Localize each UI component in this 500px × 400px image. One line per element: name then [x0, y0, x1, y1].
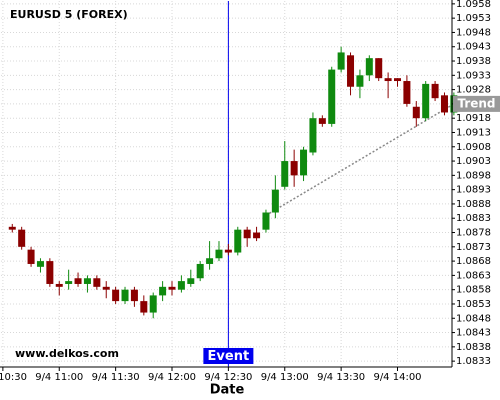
candle-body — [224, 249, 232, 253]
candle-body — [431, 83, 439, 99]
candle-body — [140, 301, 148, 313]
y-tick-label: 1.0888 — [456, 199, 491, 210]
y-tick-label: 1.0853 — [456, 299, 491, 310]
watermark: www.delkos.com — [15, 347, 119, 360]
y-tick-label: 1.0898 — [456, 170, 491, 181]
candle-body — [318, 118, 326, 124]
candle-body — [149, 295, 157, 313]
candle-body — [187, 278, 195, 284]
candle-body — [300, 149, 308, 176]
plot-area: Event — [8, 1, 458, 367]
candle-body — [27, 249, 35, 264]
candle-body — [403, 81, 411, 104]
candle-body — [215, 249, 223, 259]
x-tick-label: 9/4 12:30 — [204, 372, 252, 383]
y-tick-label: 1.0863 — [456, 270, 491, 281]
x-axis-title: Date — [210, 383, 245, 398]
y-tick-label: 1.0918 — [456, 113, 491, 124]
x-tick-label: 9/4 10:30 — [0, 372, 27, 383]
x-tick-label: 9/4 13:00 — [261, 372, 309, 383]
candle-body — [375, 58, 383, 79]
candle-body — [253, 232, 261, 239]
candle-body — [74, 278, 82, 284]
candle-body — [271, 189, 279, 213]
y-tick-label: 1.0943 — [456, 42, 491, 53]
x-tick-label: 9/4 11:30 — [92, 372, 140, 383]
candle-body — [206, 258, 214, 264]
x-tick-label: 9/4 12:00 — [148, 372, 196, 383]
trend-label-box — [453, 95, 500, 112]
candle-body — [177, 281, 185, 290]
y-tick-label: 1.0953 — [456, 13, 491, 24]
candle-body — [121, 289, 129, 302]
candle-body — [347, 55, 355, 87]
candle-body — [18, 229, 26, 247]
y-tick-label: 1.0933 — [456, 70, 491, 81]
y-tick-label: 1.0843 — [456, 328, 491, 339]
candle-body — [8, 226, 16, 230]
y-tick-label: 1.0928 — [456, 85, 491, 96]
candle-body — [243, 229, 251, 239]
candle-body — [65, 281, 73, 284]
y-tick-label: 1.0873 — [456, 242, 491, 253]
y-tick-label: 1.0893 — [456, 185, 491, 196]
y-tick-label: 1.0848 — [456, 313, 491, 324]
trend-label: Trend — [457, 96, 495, 110]
candle-body — [112, 289, 120, 302]
y-tick-label: 1.0868 — [456, 256, 491, 267]
candle-body — [102, 286, 110, 290]
event-label-box — [203, 348, 254, 364]
axes: 1.0833 1.0838 1.0843 1.0848 1.0853 1.0858 1.08… — [0, 0, 500, 383]
y-tick-label: 1.0883 — [456, 213, 491, 224]
y-tick-label: 1.0913 — [456, 127, 491, 138]
y-tick-label: 1.0938 — [456, 56, 491, 67]
candle-body — [234, 229, 242, 253]
candle-body — [328, 69, 336, 124]
candle-body — [93, 278, 101, 287]
x-tick-label: 9/4 11:00 — [35, 372, 83, 383]
candle-body — [46, 261, 54, 284]
candle-body — [337, 52, 345, 70]
y-tick-label: 1.0838 — [456, 342, 491, 353]
trend-line — [265, 103, 455, 217]
chart-title: EURUSD 5 (FOREX) — [10, 8, 128, 21]
candle-body — [290, 161, 298, 176]
candle-body — [262, 212, 270, 230]
candle-body — [281, 161, 289, 187]
candle-body — [159, 286, 167, 296]
candle-body — [83, 278, 91, 284]
candle-body — [55, 283, 63, 287]
y-tick-label: 1.0858 — [456, 285, 491, 296]
y-tick-label: 1.0833 — [456, 356, 491, 367]
y-tick-label: 1.0908 — [456, 142, 491, 153]
x-tick-label: 9/4 14:00 — [373, 372, 421, 383]
y-tick-label: 1.0958 — [456, 0, 491, 10]
candle-body — [412, 106, 420, 119]
candle-body — [130, 289, 138, 302]
candle-body — [196, 263, 204, 279]
candle-body — [356, 75, 364, 87]
candle-body — [394, 78, 402, 82]
candle-body — [309, 118, 317, 153]
y-tick-label: 1.0948 — [456, 27, 491, 38]
event-label: Event — [208, 349, 250, 364]
candle-body — [365, 58, 373, 76]
candle-body — [440, 95, 448, 113]
x-tick-label: 9/4 13:30 — [317, 372, 365, 383]
y-tick-label: 1.0878 — [456, 228, 491, 239]
candle-body — [384, 78, 392, 82]
candle-body — [36, 261, 44, 267]
y-tick-label: 1.0903 — [456, 156, 491, 167]
candle-body — [422, 83, 430, 119]
candle-body — [168, 286, 176, 290]
